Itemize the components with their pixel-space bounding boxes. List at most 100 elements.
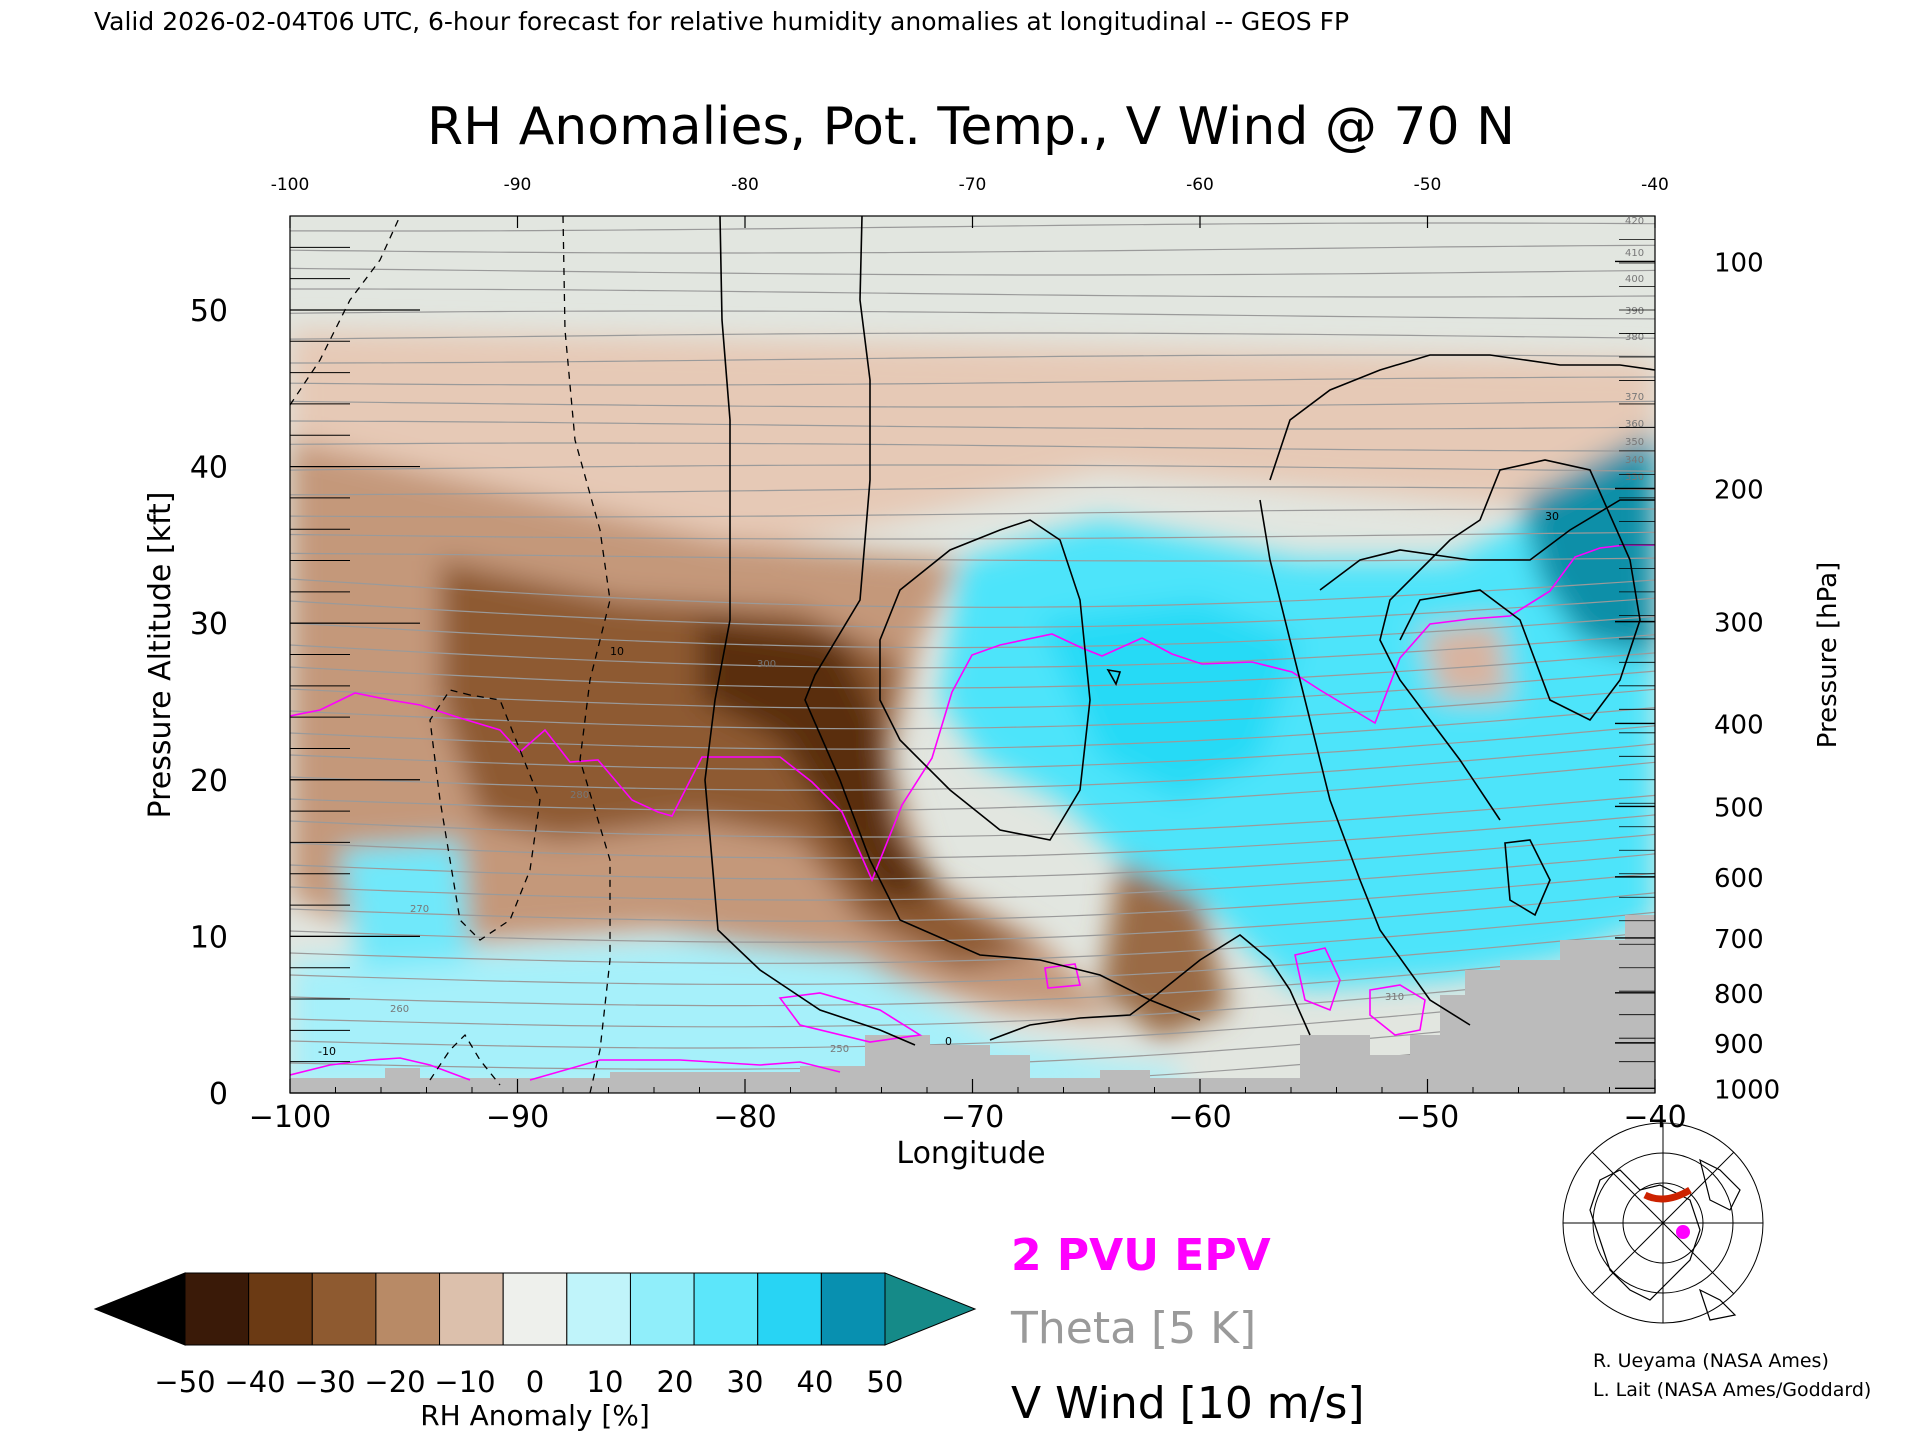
chart-title: RH Anomalies, Pot. Temp., V Wind @ 70 N bbox=[427, 97, 1515, 157]
colorbar-tick-label: −10 bbox=[434, 1365, 495, 1399]
theta-label: 270 bbox=[410, 904, 429, 915]
y-tick-label: 0 bbox=[209, 1077, 228, 1112]
legend-entry-theta: Theta [5 K] bbox=[1010, 1303, 1256, 1354]
theta-contour-line bbox=[290, 332, 1655, 340]
wind-label: -10 bbox=[318, 1045, 336, 1058]
theta-label: 260 bbox=[390, 1004, 409, 1015]
theta-contour-line bbox=[290, 420, 1655, 430]
epv-contours bbox=[290, 544, 1655, 1081]
theta-label: 310 bbox=[1385, 992, 1404, 1003]
colorbar-box bbox=[566, 1272, 631, 1346]
top-tick-label: -80 bbox=[731, 175, 759, 195]
pressure-tick-label: 700 bbox=[1714, 925, 1764, 955]
theta-contour-line bbox=[290, 578, 1655, 608]
map-meridian-4 bbox=[1591, 1151, 1735, 1295]
colorbar-tick-label: −20 bbox=[364, 1365, 425, 1399]
legend: 2 PVU EPV Theta [5 K] V Wind [10 m/s] bbox=[1010, 1230, 1365, 1429]
theta-label: 400 bbox=[1625, 274, 1644, 285]
vwind-small-loop bbox=[1504, 839, 1551, 917]
colorbar-tick-label: −40 bbox=[224, 1365, 285, 1399]
wind-label: 0 bbox=[945, 1035, 952, 1048]
rh-moist-left-patch bbox=[340, 840, 470, 970]
pressure-tick-label: 900 bbox=[1714, 1030, 1764, 1060]
x-tick-label: −80 bbox=[713, 1100, 776, 1135]
theta-contour-line bbox=[290, 400, 1655, 408]
y-tick-label: 10 bbox=[190, 920, 228, 955]
theta-label: 390 bbox=[1625, 306, 1644, 317]
pressure-tick-label: 1000 bbox=[1714, 1075, 1780, 1105]
theta-label: 350 bbox=[1625, 437, 1644, 448]
colorbar-box bbox=[184, 1272, 250, 1346]
theta-contour-line bbox=[290, 464, 1655, 472]
vwind-ten-loop bbox=[879, 519, 1091, 841]
locator-map bbox=[1562, 1122, 1764, 1324]
theta-contour-line bbox=[290, 872, 1655, 922]
colorbar-arrow-low bbox=[93, 1272, 186, 1346]
colorbar-tick-label: 20 bbox=[657, 1365, 694, 1399]
vwind-triangle bbox=[1106, 668, 1122, 686]
y-axis-left: 0 10 20 30 40 50 bbox=[190, 215, 420, 1112]
colorbar-box bbox=[248, 1272, 313, 1346]
x-tick-label: −60 bbox=[1168, 1100, 1231, 1135]
theta-contour-line bbox=[290, 552, 1655, 562]
colorbar-box bbox=[693, 1272, 759, 1346]
colorbar-label: RH Anomaly [%] bbox=[420, 1399, 650, 1432]
theta-label: 330 bbox=[1625, 472, 1644, 483]
vwind-dashed-2 bbox=[562, 216, 611, 1093]
colorbar-box bbox=[820, 1272, 886, 1346]
theta-contour-line bbox=[290, 743, 1655, 791]
epv-contour-small-3 bbox=[1294, 947, 1341, 1012]
legend-entry-epv: 2 PVU EPV bbox=[1011, 1230, 1271, 1281]
theta-contour-line bbox=[290, 267, 1655, 276]
pressure-tick-label: 400 bbox=[1714, 710, 1764, 740]
y-tick-label: 50 bbox=[190, 294, 228, 329]
vwind-zero-left bbox=[704, 216, 916, 1046]
top-tick-label: -40 bbox=[1641, 175, 1669, 195]
pressure-tick-label: 200 bbox=[1714, 475, 1764, 505]
top-tick-label: -50 bbox=[1414, 175, 1442, 195]
colorbar-box bbox=[502, 1272, 568, 1346]
theta-label: 360 bbox=[1625, 419, 1644, 430]
x-tick-label: −90 bbox=[486, 1100, 549, 1135]
theta-contour-line bbox=[290, 989, 1655, 1049]
theta-contour-line bbox=[290, 442, 1655, 452]
x-tick-label: −50 bbox=[1396, 1100, 1459, 1135]
x-axis-label: Longitude bbox=[896, 1136, 1045, 1171]
theta-contour-line bbox=[290, 244, 1655, 254]
theta-contour-line bbox=[290, 970, 1655, 1028]
vwind-zero-mid bbox=[804, 216, 1201, 1021]
vwind-twenty-loop bbox=[1259, 499, 1471, 1026]
rh-very-moist-corner bbox=[1520, 430, 1655, 660]
theta-contours bbox=[290, 222, 1655, 1092]
theta-contour-line bbox=[290, 376, 1655, 386]
theta-contour-line bbox=[290, 531, 1655, 540]
theta-label: 420 bbox=[1625, 216, 1644, 227]
y-tick-label: 30 bbox=[190, 607, 228, 642]
y-tick-label: 40 bbox=[190, 451, 228, 486]
vwind-contours bbox=[290, 216, 1655, 1093]
theta-label: 380 bbox=[1625, 332, 1644, 343]
theta-contour-line bbox=[290, 670, 1655, 709]
theta-label: 340 bbox=[1625, 455, 1644, 466]
pressure-tick-label: 500 bbox=[1714, 793, 1764, 823]
theta-contour-line bbox=[290, 634, 1655, 669]
colorbar-box bbox=[757, 1272, 822, 1346]
vwind-dashed-4 bbox=[429, 1033, 501, 1086]
terrain-mask bbox=[290, 915, 1655, 1093]
y-tick-label: 20 bbox=[190, 764, 228, 799]
vwind-right-loop bbox=[1379, 459, 1641, 821]
vwind-thirty-inner bbox=[1319, 499, 1655, 591]
x-tick-label: −70 bbox=[941, 1100, 1004, 1135]
y-axis-left-label: Pressure Altitude [kft] bbox=[143, 492, 178, 819]
rh-moist-region bbox=[940, 460, 1655, 990]
legend-entry-vwind: V Wind [10 m/s] bbox=[1011, 1378, 1365, 1429]
theta-label: 300 bbox=[757, 659, 776, 670]
colorbar-box bbox=[311, 1272, 377, 1346]
theta-contour-line bbox=[290, 310, 1655, 320]
epv-contour-main bbox=[290, 544, 1655, 883]
theta-contour-line bbox=[290, 597, 1655, 628]
theta-contour-line bbox=[290, 814, 1655, 859]
epv-contour-surface-mid bbox=[529, 1059, 841, 1081]
